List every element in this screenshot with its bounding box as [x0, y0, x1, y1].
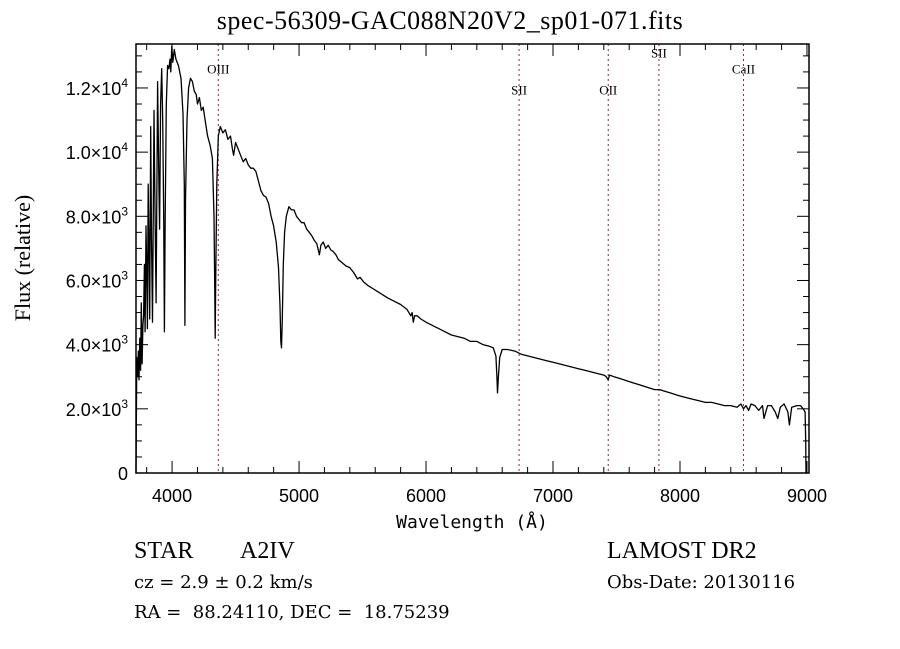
x-tick-label: 7000: [533, 486, 573, 506]
y-tick-label: 6.0×103: [66, 268, 129, 291]
object-subclass: A2IV: [240, 538, 295, 564]
y-tick-label: 2.0×103: [66, 397, 129, 420]
spectral-line-label: SII: [511, 82, 527, 97]
y-tick-label: 8.0×103: [66, 204, 129, 227]
chart-title: spec-56309-GAC088N20V2_sp01-071.fits: [216, 6, 684, 35]
y-tick-labels: 0 2.0×103 4.0×103 6.0×103 8.0×103 1.0×104 1.2×…: [66, 76, 129, 484]
x-tick-label: 6000: [406, 486, 446, 506]
plot-frame: [135, 43, 810, 474]
y-tick-label: 0: [118, 464, 128, 484]
y-tick-label: 1.0×104: [66, 140, 129, 163]
spectral-line-label: CaII: [732, 62, 755, 77]
x-tick-label: 5000: [279, 486, 319, 506]
spectrum-series: [135, 45, 807, 474]
y-tick-label: 1.2×104: [66, 76, 129, 99]
x-tick-labels: 4000 5000 6000 7000 8000 9000: [152, 486, 827, 506]
x-tick-label: 9000: [787, 486, 827, 506]
observation-date: Obs-Date: 20130116: [607, 572, 796, 593]
spectral-line-label: OII: [599, 82, 617, 97]
survey-name: LAMOST DR2: [607, 538, 757, 564]
spectrum-line: [135, 45, 807, 474]
y-axis-label: Flux (relative): [10, 195, 35, 321]
x-axis-label: Wavelength (Å): [396, 511, 548, 533]
coordinates-text: RA = 88.24110, DEC = 18.75239: [134, 602, 450, 623]
spectral-line-markers: OIII SII OII SII CaII: [207, 44, 755, 473]
spectral-line-label: SII: [651, 45, 667, 60]
redshift-text: cz = 2.9 ± 0.2 km/s: [134, 572, 313, 593]
x-tick-label: 8000: [660, 486, 700, 506]
axis-ticks: [136, 44, 809, 474]
spectral-line-label: OIII: [207, 62, 229, 77]
object-class: STAR: [134, 538, 194, 564]
x-tick-label: 4000: [152, 486, 192, 506]
y-tick-label: 4.0×103: [66, 333, 129, 356]
